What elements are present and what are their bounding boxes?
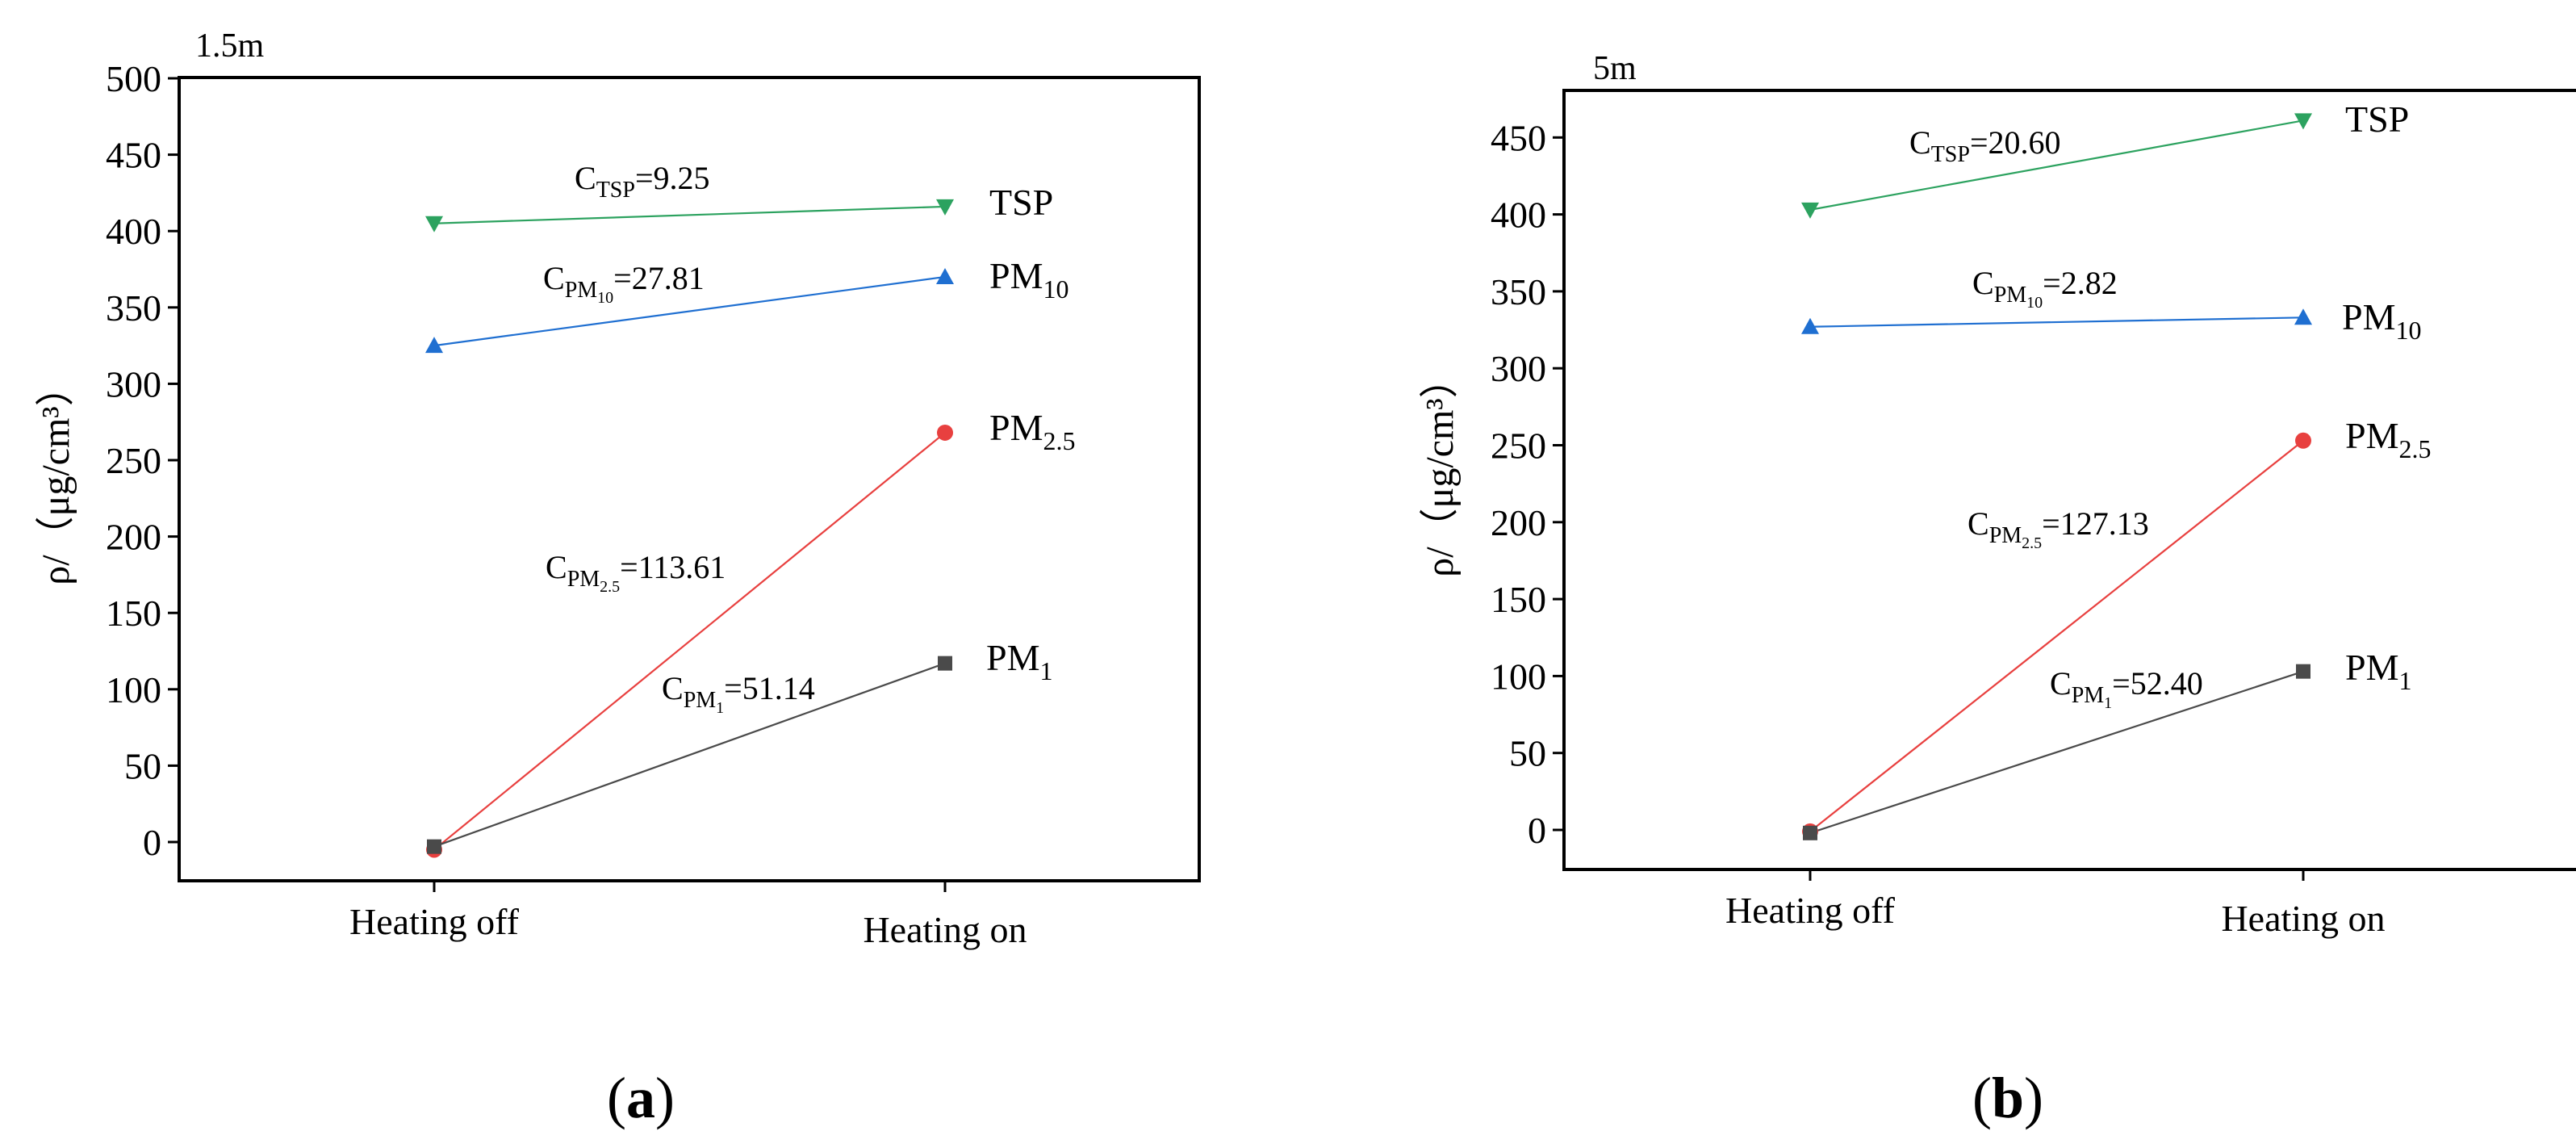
series-line-tsp xyxy=(433,205,946,224)
series-line-pm25 xyxy=(1809,439,2304,832)
x-axis: Heating off Heating on xyxy=(1725,869,2386,939)
y-tick-label: 350 xyxy=(106,287,161,329)
y-tick-label: 300 xyxy=(1491,348,1546,389)
series-label-pm2.5: PM2.5 xyxy=(2345,415,2431,463)
annotation-pm1: CPM1=52.40 xyxy=(2050,665,2203,712)
y-tick-label: 0 xyxy=(143,822,161,863)
marker-pm10 xyxy=(425,337,443,354)
marker-pm1 xyxy=(1803,825,1817,840)
y-axis-label: ρ/（μg/cm³） xyxy=(1419,359,1462,576)
marker-pm1 xyxy=(427,839,441,854)
x-tick-label: Heating on xyxy=(863,909,1027,950)
y-axis: 0 50 100 150 200 250 300 350 400 450 500 xyxy=(106,58,179,863)
marker-pm10 xyxy=(1801,317,1819,334)
panel-caption: (b) xyxy=(1972,1066,2043,1130)
series-label-pm2.5: PM2.5 xyxy=(989,407,1075,455)
y-tick-label: 150 xyxy=(1491,579,1546,620)
annotation-tsp: CTSP=20.60 xyxy=(1909,124,2061,167)
series-line-pm10 xyxy=(433,275,946,347)
marker-pm25 xyxy=(937,424,953,441)
marker-pm1 xyxy=(938,656,952,671)
series-line-pm25 xyxy=(433,432,946,851)
series-markers xyxy=(425,199,954,858)
series-label-pm10: PM10 xyxy=(989,255,1068,304)
y-axis-label: ρ/（μg/cm³） xyxy=(35,367,77,584)
y-tick-label: 100 xyxy=(106,669,161,710)
y-tick-label: 200 xyxy=(1491,502,1546,543)
series-label-pm1: PM1 xyxy=(2345,647,2411,695)
annotation-pm1: CPM1=51.14 xyxy=(662,670,815,717)
marker-pm1 xyxy=(2296,664,2310,679)
series-line-pm1 xyxy=(1809,670,2304,834)
series-line-pm10 xyxy=(1809,316,2304,328)
marker-tsp xyxy=(936,199,954,216)
x-axis: Heating off Heating on xyxy=(349,881,1027,950)
plot-frame xyxy=(1562,89,2576,871)
marker-pm25 xyxy=(2295,432,2311,449)
marker-tsp xyxy=(1801,202,1819,219)
y-tick-label: 50 xyxy=(124,745,161,786)
series-label-tsp: TSP xyxy=(2345,98,2409,140)
annotation-pm10: CPM10=2.82 xyxy=(1972,265,2118,312)
y-tick-label: 200 xyxy=(106,517,161,558)
y-tick-label: 450 xyxy=(1491,117,1546,158)
y-tick-label: 50 xyxy=(1509,733,1546,774)
y-axis: 0 50 100 150 200 250 300 350 400 450 xyxy=(1491,117,1564,851)
chart-title: 1.5m xyxy=(195,27,265,65)
series-label-tsp: TSP xyxy=(989,182,1053,223)
y-tick-label: 500 xyxy=(106,58,161,99)
plot-frame xyxy=(178,76,1201,882)
y-tick-label: 250 xyxy=(106,440,161,481)
series-lines xyxy=(1809,119,2304,834)
series-line-pm1 xyxy=(433,662,946,848)
y-tick-label: 350 xyxy=(1491,271,1546,312)
marker-pm10 xyxy=(2294,308,2312,325)
series-line-tsp xyxy=(1809,119,2304,211)
y-tick-label: 300 xyxy=(106,363,161,404)
chart-title: 5m xyxy=(1593,50,1637,87)
annotation-pm2.5: CPM2.5=113.61 xyxy=(546,549,726,596)
x-tick-label: Heating on xyxy=(2221,898,2385,939)
marker-pm10 xyxy=(936,267,954,284)
series-label-pm1: PM1 xyxy=(986,637,1052,685)
marker-tsp xyxy=(425,216,443,233)
annotation-pm10: CPM10=27.81 xyxy=(543,260,705,307)
y-tick-label: 100 xyxy=(1491,656,1546,697)
y-tick-label: 400 xyxy=(106,211,161,252)
panel-a: 0 50 100 150 200 250 300 350 400 450 500 Heating o… xyxy=(35,27,1201,1130)
x-tick-label: Heating off xyxy=(1725,890,1896,931)
y-tick-label: 250 xyxy=(1491,425,1546,467)
x-tick-label: Heating off xyxy=(349,901,520,942)
series-markers xyxy=(1801,113,2312,840)
y-tick-label: 450 xyxy=(106,135,161,176)
annotation-tsp: CTSP=9.25 xyxy=(575,160,710,203)
annotation-pm2.5: CPM2.5=127.13 xyxy=(1968,505,2149,552)
panel-caption: (a) xyxy=(607,1066,675,1130)
series-label-pm10: PM10 xyxy=(2342,296,2421,345)
y-tick-label: 0 xyxy=(1528,810,1546,851)
y-tick-label: 400 xyxy=(1491,195,1546,236)
y-tick-label: 150 xyxy=(106,593,161,634)
series-lines xyxy=(433,205,946,851)
marker-tsp xyxy=(2294,113,2312,130)
